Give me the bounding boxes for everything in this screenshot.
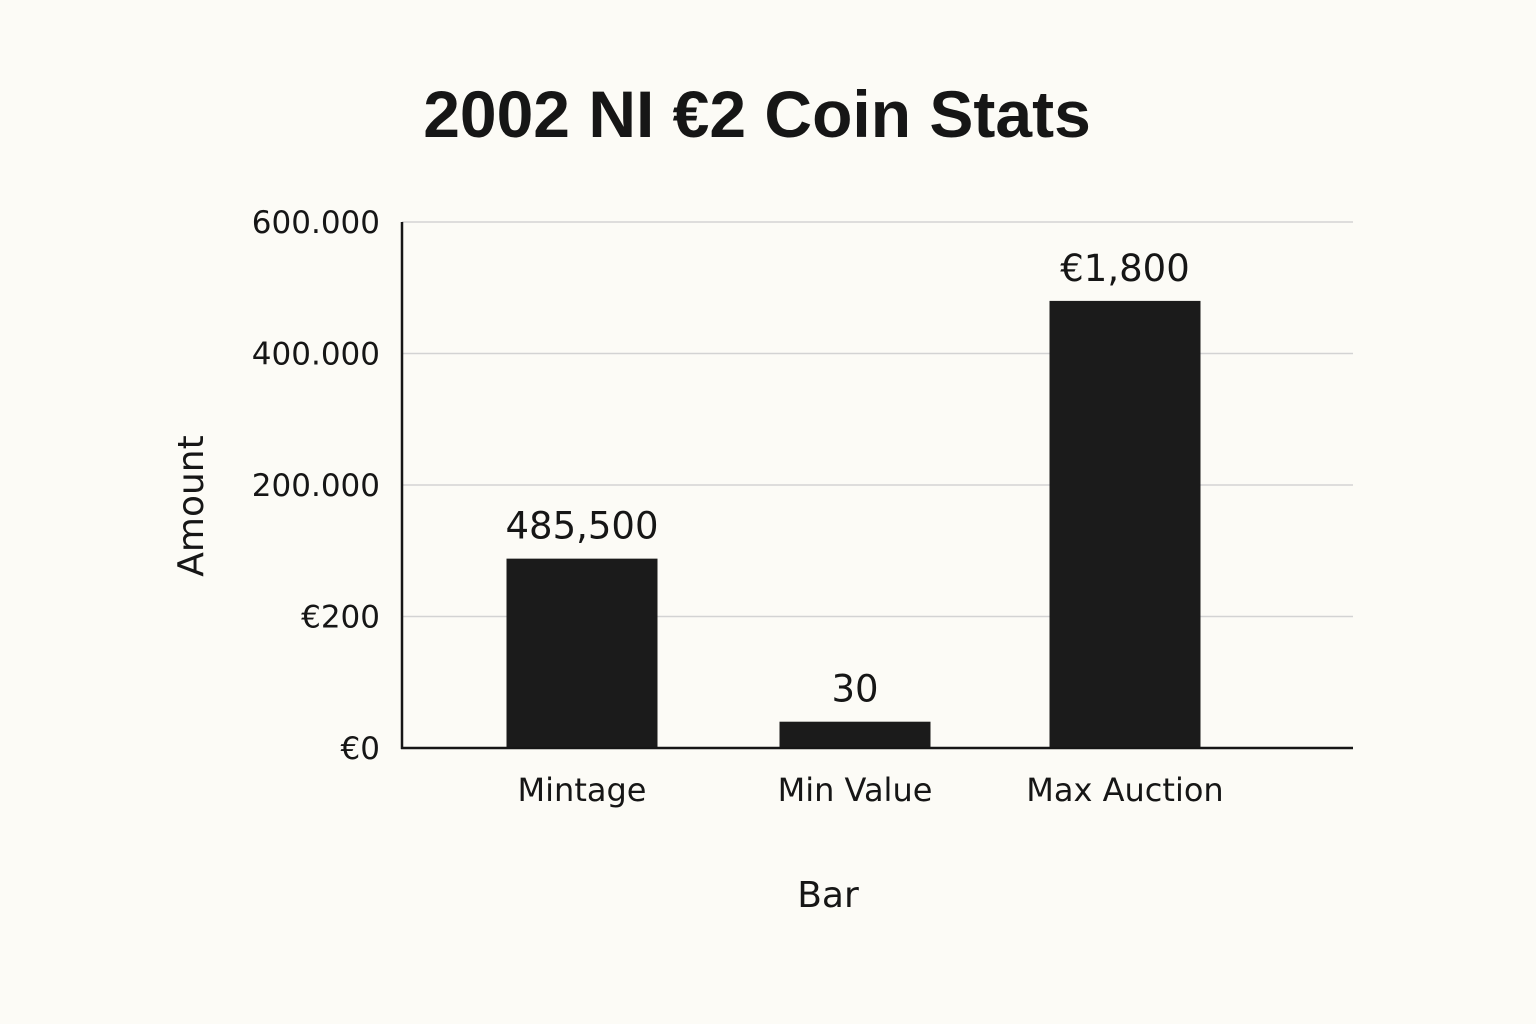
bar-max-auction xyxy=(1049,300,1201,748)
chart-title: 2002 NI €2 Coin Stats xyxy=(423,77,1091,151)
y-axis-title: Amount xyxy=(171,435,212,576)
gridlines xyxy=(402,221,1353,618)
y-tick-labels: €0 €200 200.000 400.000 600.000 xyxy=(252,205,380,767)
category-labels: Mintage Min Value Max Auction xyxy=(518,771,1224,809)
data-label: 485,500 xyxy=(505,505,658,548)
x-tick-label: Max Auction xyxy=(1026,771,1223,809)
x-tick-label: Min Value xyxy=(778,771,933,809)
data-label: €1,800 xyxy=(1060,247,1189,290)
bar-min-value xyxy=(779,721,931,748)
bars xyxy=(506,300,1201,748)
y-tick-label: 600.000 xyxy=(252,205,380,241)
axes xyxy=(400,222,1353,750)
y-tick-label: €200 xyxy=(301,600,380,636)
x-axis-title: Bar xyxy=(797,875,859,916)
data-labels: 485,500 30 €1,800 xyxy=(505,247,1189,711)
y-tick-label: €0 xyxy=(341,731,380,767)
data-label: 30 xyxy=(831,668,878,711)
x-tick-label: Mintage xyxy=(518,771,647,809)
bar-mintage xyxy=(506,558,658,748)
y-tick-label: 400.000 xyxy=(252,337,380,373)
y-tick-label: 200.000 xyxy=(252,468,380,504)
